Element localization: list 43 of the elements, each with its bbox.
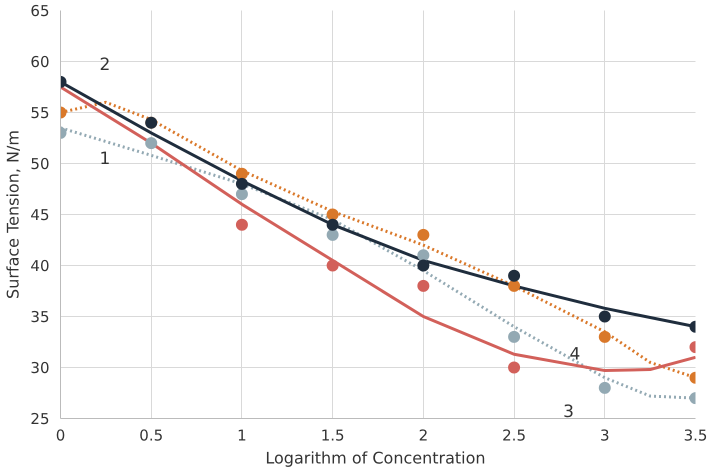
- x-tick-label: 2.5: [502, 426, 526, 444]
- annotation: 2: [100, 55, 110, 76]
- y-tick-label: 55: [30, 104, 50, 122]
- annotation: 3: [563, 402, 574, 422]
- point: [417, 280, 430, 292]
- y-axis-title: Surface Tension, N/m: [3, 130, 22, 299]
- y-tick-label: 50: [30, 155, 50, 173]
- y-tick-label: 45: [30, 206, 50, 224]
- point: [598, 382, 611, 394]
- x-tick-label: 1.5: [320, 426, 345, 444]
- point: [417, 260, 430, 272]
- point: [598, 330, 611, 343]
- point: [145, 137, 158, 150]
- y-tick-label: 25: [30, 410, 50, 428]
- point: [236, 218, 248, 231]
- point: [326, 218, 339, 231]
- x-axis-title: Logarithm of Concentration: [265, 448, 486, 468]
- point: [508, 270, 520, 282]
- point: [326, 208, 339, 220]
- y-tick-label: 40: [30, 257, 50, 275]
- point: [508, 362, 520, 374]
- annotation: 1: [100, 148, 110, 169]
- x-tick-label: 1: [237, 426, 247, 444]
- x-tick-label: 0.5: [139, 426, 164, 444]
- point: [417, 228, 430, 241]
- point: [236, 178, 248, 190]
- y-tick-label: 65: [30, 2, 50, 20]
- point: [598, 310, 611, 322]
- y-tick-label: 60: [30, 53, 50, 71]
- point: [417, 249, 430, 262]
- y-tick-label: 30: [30, 359, 50, 377]
- point: [326, 260, 339, 272]
- x-tick-label: 3.5: [684, 426, 708, 444]
- x-tick-label: 2: [418, 426, 428, 444]
- annotation: 4: [569, 344, 580, 365]
- point: [236, 188, 248, 200]
- x-tick-label: 0: [56, 426, 66, 444]
- point: [508, 280, 520, 292]
- point: [236, 168, 248, 180]
- point: [326, 228, 339, 241]
- point: [508, 330, 520, 343]
- y-tick-label: 35: [30, 308, 50, 326]
- x-tick-label: 3: [600, 426, 610, 444]
